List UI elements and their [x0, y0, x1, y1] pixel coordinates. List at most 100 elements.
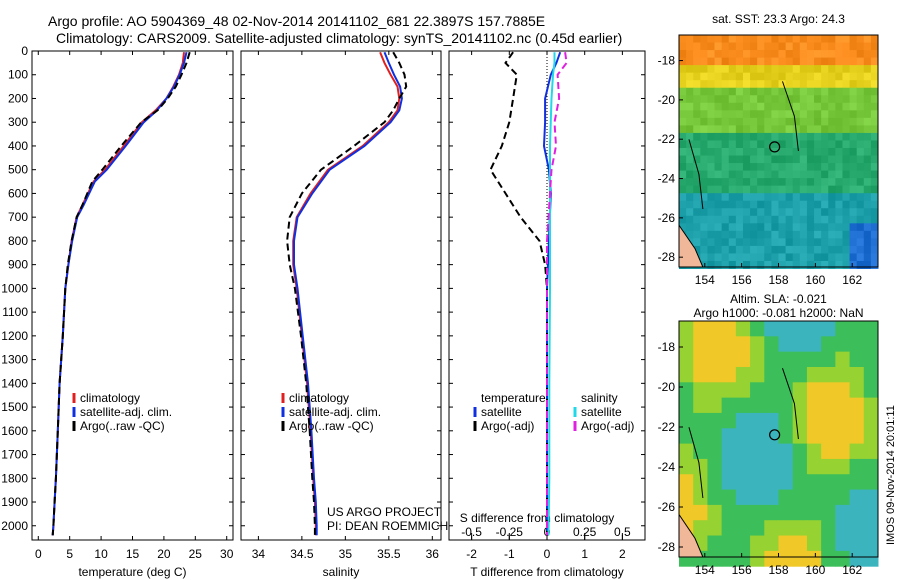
- map-cell: [842, 80, 851, 89]
- map-cell: [814, 35, 822, 44]
- map-cell: [750, 550, 765, 567]
- map-cell: [778, 550, 794, 567]
- map-cell: [806, 366, 822, 383]
- map-cell: [799, 147, 808, 157]
- map-cell: [735, 125, 744, 134]
- map-cell: [828, 147, 836, 157]
- map-cell: [785, 238, 794, 247]
- map-cell: [863, 110, 872, 119]
- map-cell: [686, 178, 694, 187]
- map-cell: [764, 215, 772, 224]
- map-cell: [792, 230, 801, 239]
- map-cell: [742, 102, 751, 111]
- map-cell: [785, 260, 794, 270]
- map-cell: [721, 458, 737, 475]
- x-tick-label-temperature: 25: [189, 547, 203, 561]
- map-cell: [771, 230, 779, 239]
- map-cell: [721, 185, 730, 194]
- map-cell: [785, 253, 794, 262]
- map-cell: [721, 428, 737, 445]
- map-cell: [835, 215, 843, 224]
- map-cell: [863, 223, 872, 232]
- map-cell: [835, 87, 843, 96]
- map-cell: [856, 193, 865, 202]
- map-cell: [806, 57, 815, 66]
- map-cell: [728, 185, 737, 194]
- map-cell: [778, 57, 787, 66]
- map-cell: [750, 253, 758, 262]
- map-cell: [693, 72, 701, 81]
- depth-tick-label: 1700: [1, 448, 28, 462]
- map-cell: [728, 178, 737, 187]
- map-cell: [785, 65, 794, 74]
- plot-frame-salinity: [240, 50, 442, 541]
- map-cell: [721, 535, 737, 552]
- map-cell: [792, 110, 801, 119]
- map-cell: [856, 253, 865, 262]
- map-cell: [792, 550, 808, 567]
- map-cell: [735, 550, 751, 567]
- map-cell: [828, 42, 836, 51]
- map-cell: [693, 458, 708, 475]
- map-cell: [707, 336, 723, 353]
- x-tick-label-salinity: 35: [339, 547, 353, 561]
- map-cell: [821, 140, 829, 149]
- depth-tick-label: 1400: [1, 376, 28, 390]
- map-cell: [856, 57, 865, 66]
- legend-label: Argo(-adj): [581, 419, 634, 433]
- pi-annotation: PI: DEAN ROEMMICH: [327, 519, 448, 533]
- map-cell: [821, 238, 829, 247]
- map-cell: [757, 35, 765, 44]
- map-cell: [806, 253, 815, 262]
- map-cell: [728, 42, 737, 51]
- map-cell: [870, 57, 879, 66]
- map-cell: [771, 72, 779, 81]
- map-cell: [792, 102, 801, 111]
- map-cell: [870, 208, 879, 217]
- map-cell: [863, 412, 879, 429]
- map-cell: [835, 170, 843, 179]
- map-cell: [679, 200, 687, 209]
- map-cell: [849, 200, 858, 209]
- legend-title-temperature: temperature: [481, 391, 546, 405]
- map-cell: [821, 412, 836, 429]
- map-cell: [835, 50, 843, 59]
- map-cell: [750, 35, 758, 44]
- map-cell: [714, 102, 723, 111]
- map-cell: [693, 230, 701, 239]
- x-tick-label-difference: 0: [544, 547, 551, 561]
- map-cell: [863, 170, 872, 179]
- map-cell: [849, 366, 865, 383]
- map-lon-label: 162: [842, 563, 862, 577]
- map-cell: [700, 125, 708, 134]
- map-cell: [799, 42, 808, 51]
- map-cell: [835, 504, 851, 521]
- map-cell: [821, 397, 836, 414]
- map-cell: [778, 132, 787, 141]
- map-cell: [707, 351, 723, 368]
- map-cell: [721, 321, 737, 337]
- map-panel-sst-map: [678, 34, 879, 270]
- map-cell: [735, 80, 744, 89]
- map-cell: [693, 132, 701, 141]
- map-cell: [714, 140, 723, 149]
- map-cell: [750, 110, 758, 119]
- map-cell: [679, 193, 687, 202]
- map-cell: [870, 132, 879, 141]
- map-cell: [742, 50, 751, 59]
- map-cell: [757, 65, 765, 74]
- map-cell: [849, 35, 858, 44]
- depth-tick-label: 700: [8, 210, 28, 224]
- map-cell: [863, 238, 872, 247]
- legend-label: climatology: [80, 391, 140, 405]
- map-cell: [849, 132, 858, 141]
- map-cell: [735, 366, 751, 383]
- map-cell: [742, 245, 751, 254]
- map-cell: [735, 458, 751, 475]
- map-cell: [771, 57, 779, 66]
- map-cell: [849, 140, 858, 149]
- map-cell: [750, 412, 765, 429]
- x-tick-label-salinity: 35.5: [377, 547, 401, 561]
- map-cell: [771, 208, 779, 217]
- map-cell: [721, 223, 730, 232]
